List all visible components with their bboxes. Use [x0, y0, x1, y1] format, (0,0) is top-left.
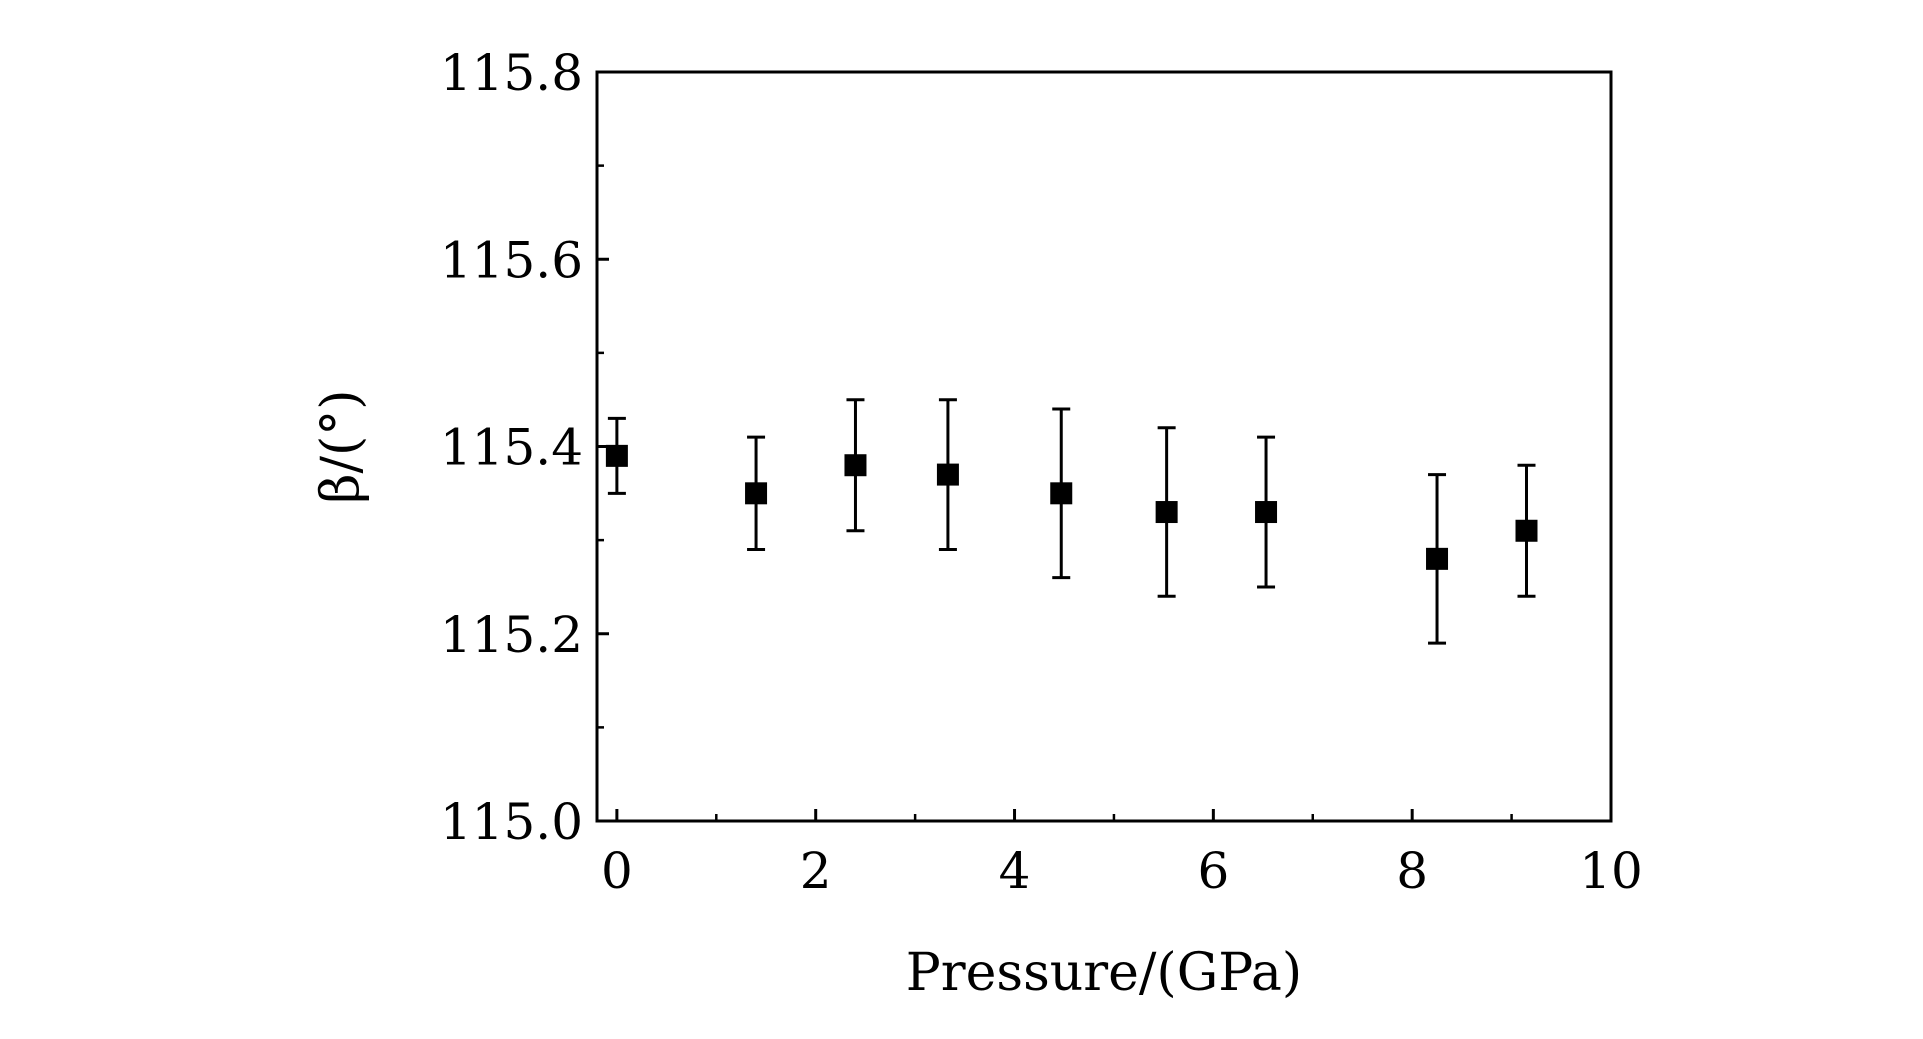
y-axis-label: β/(°) [311, 389, 371, 503]
y-tick-label: 115.2 [440, 606, 583, 664]
y-tick-label: 115.0 [440, 793, 583, 851]
data-point [1155, 501, 1178, 524]
data-point [936, 463, 959, 486]
x-tick-label: 4 [999, 842, 1031, 900]
y-tick-labels: 115.0 115.2 115.4 115.6 115.8 [440, 44, 583, 851]
x-tick-label: 0 [601, 842, 633, 900]
x-tick-label: 6 [1197, 842, 1229, 900]
error-bars [607, 398, 1536, 645]
data-point [1050, 482, 1073, 505]
data-point [1515, 519, 1538, 542]
y-tick-label: 115.4 [440, 419, 583, 477]
data-markers [605, 444, 1538, 570]
x-tick-label: 8 [1396, 842, 1428, 900]
x-tick-labels: 0 2 4 6 8 10 [601, 842, 1643, 900]
y-tick-label: 115.6 [440, 231, 583, 289]
plot-area-frame [595, 70, 1613, 823]
data-point [605, 444, 628, 467]
y-tick-label: 115.8 [440, 44, 583, 102]
x-axis-label: Pressure/(GPa) [906, 943, 1302, 1003]
data-point [844, 454, 867, 477]
major-ticks [597, 70, 1613, 823]
data-point [745, 482, 768, 505]
x-tick-label: 2 [800, 842, 832, 900]
data-point [1255, 501, 1278, 524]
data-point [1426, 547, 1449, 570]
x-tick-label: 10 [1579, 842, 1643, 900]
